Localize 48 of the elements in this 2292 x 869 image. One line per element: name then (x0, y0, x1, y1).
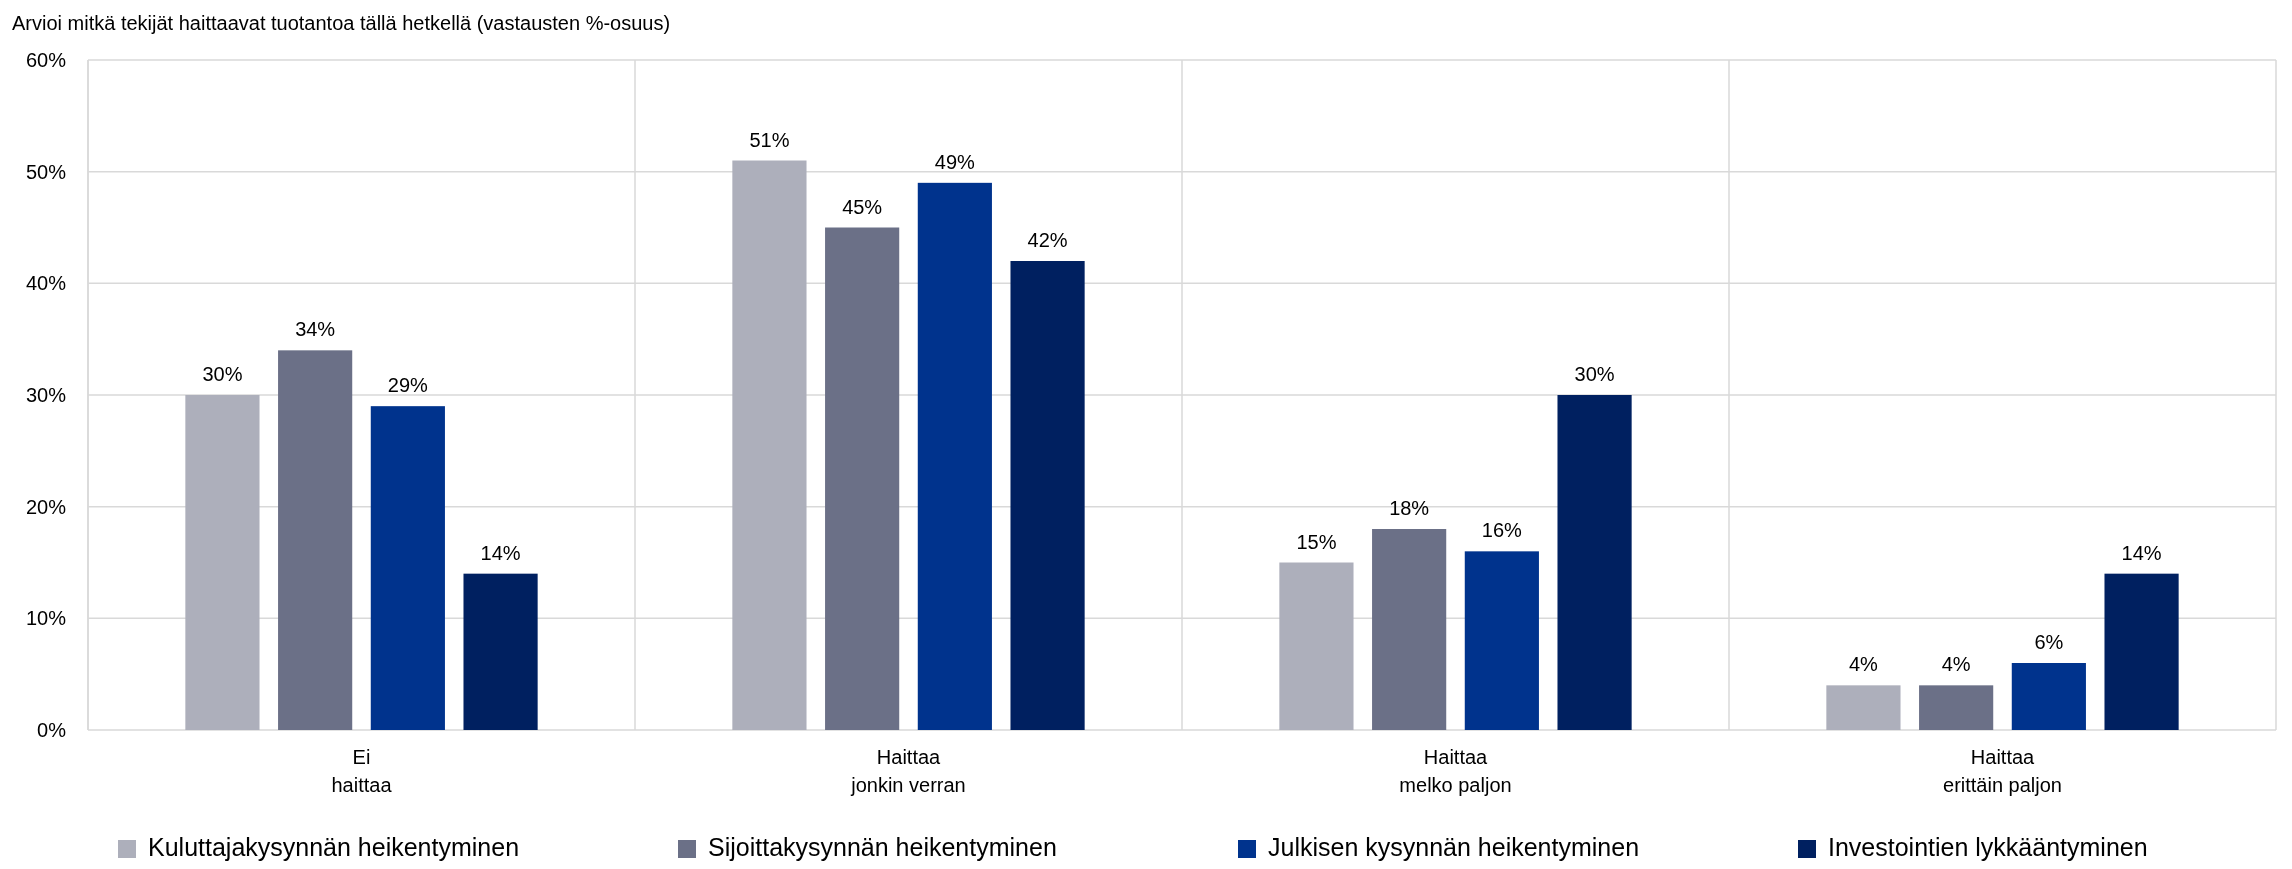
y-tick-label: 60% (25, 49, 67, 71)
legend-label: Sijoittakysynnän heikentyminen (708, 833, 1057, 861)
data-label: 15% (1296, 530, 1337, 553)
legend-label: Kuluttajakysynnän heikentyminen (148, 833, 520, 861)
data-label: 4% (1941, 653, 1971, 676)
bar (1279, 562, 1354, 730)
data-label: 51% (749, 128, 790, 151)
bar (1919, 685, 1994, 730)
legend-label: Julkisen kysynnän heikentyminen (1268, 833, 1640, 861)
bar (463, 573, 538, 730)
bar (1010, 261, 1085, 730)
bar (1557, 395, 1632, 730)
y-tick-label: 40% (25, 272, 67, 295)
data-label: 34% (295, 318, 336, 341)
bar (917, 182, 992, 730)
chart-title: Arvioi mitkä tekijät haittaavat tuotantoa tällä hetkellä (vastausten %-osuus) (12, 12, 671, 34)
x-tick-label: Ei haittaa (331, 746, 393, 796)
data-label: 16% (1481, 519, 1523, 542)
legend-label: Investointien lykkääntyminen (1828, 833, 2148, 861)
bar (185, 395, 260, 730)
x-tick-label: Haittaa jonkin verran (850, 746, 966, 796)
bar (1464, 551, 1539, 730)
bar (1826, 685, 1901, 730)
y-tick-label: 20% (25, 495, 67, 518)
data-label: 45% (842, 195, 883, 218)
data-label: 42% (1027, 229, 1068, 251)
data-label: 29% (387, 374, 429, 397)
bar (2104, 573, 2179, 730)
y-tick-label: 0% (37, 719, 67, 741)
data-label: 4% (1848, 653, 1879, 676)
bar (732, 160, 807, 730)
bar (370, 406, 445, 730)
data-label: 49% (934, 150, 976, 173)
data-label: 30% (1574, 363, 1615, 385)
y-tick-label: 50% (25, 160, 67, 183)
bar (825, 227, 900, 730)
y-tick-label: 30% (25, 384, 67, 406)
data-label: 30% (202, 363, 243, 385)
bar (1372, 529, 1447, 730)
bar (2011, 663, 2086, 730)
data-label: 18% (1389, 497, 1430, 519)
data-label: 14% (480, 541, 521, 564)
x-tick-label: Haittaa erittäin paljon (1943, 746, 2062, 796)
bar (278, 350, 353, 730)
data-label: 6% (2034, 631, 2064, 653)
x-tick-label: Haittaa melko paljon (1399, 746, 1512, 796)
data-label: 14% (2121, 541, 2162, 564)
y-tick-label: 10% (25, 607, 67, 630)
